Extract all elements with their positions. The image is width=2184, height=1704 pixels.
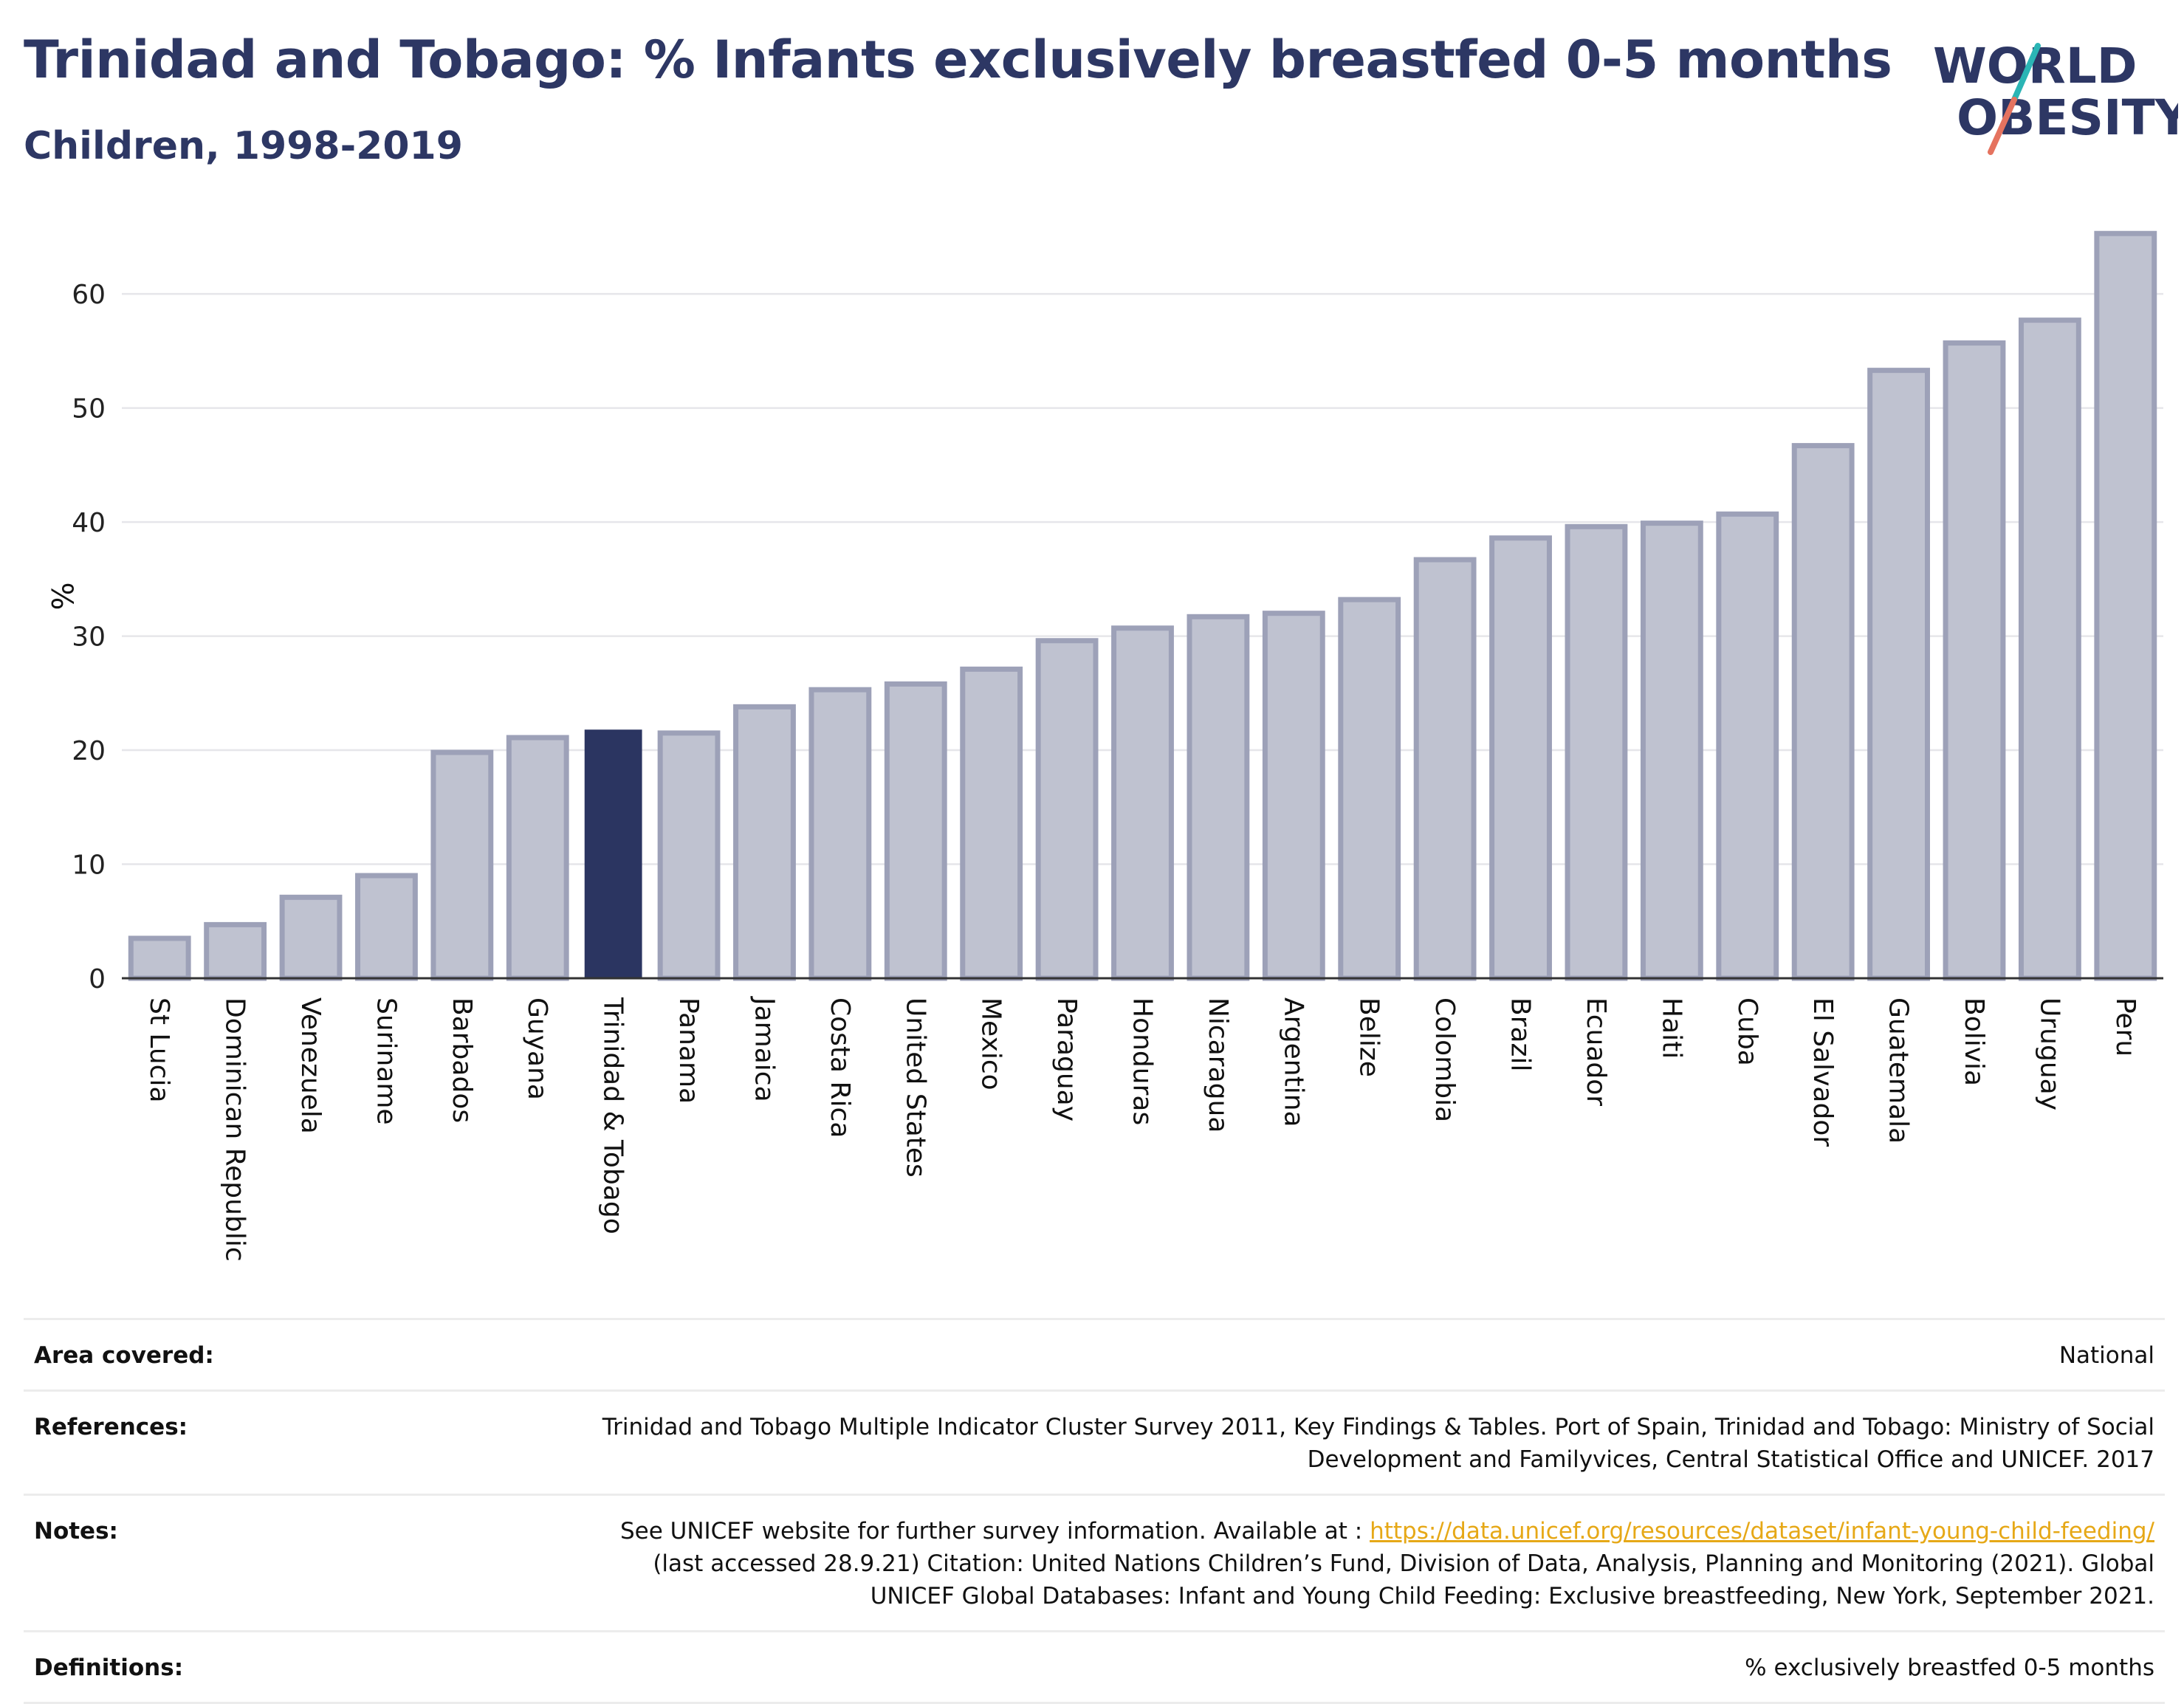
- x-tick-label: Jamaica: [749, 996, 779, 1102]
- x-tick-label: Honduras: [1127, 997, 1158, 1125]
- x-tick-label: Barbados: [447, 997, 477, 1123]
- meta-row-definitions: Definitions: % exclusively breastfed 0-5…: [24, 1630, 2165, 1704]
- bar: [355, 873, 418, 981]
- world-obesity-logo: WORLD OBESITY: [1933, 38, 2178, 155]
- bar: [1262, 611, 1325, 981]
- x-tick-label: Argentina: [1278, 997, 1308, 1127]
- area-label: Area covered:: [34, 1342, 214, 1369]
- logo-slash-coral: [1988, 97, 2017, 155]
- x-tick-label: Haiti: [1656, 997, 1686, 1059]
- meta-row-area: Area covered: National: [24, 1318, 2165, 1389]
- bar: [1413, 557, 1477, 981]
- bar: [506, 735, 569, 981]
- x-tick-label: Colombia: [1429, 997, 1460, 1122]
- y-tick-label: 40: [72, 508, 106, 538]
- chart-title: Trinidad and Tobago: % Infants exclusive…: [24, 30, 1892, 90]
- bar-highlighted: [584, 729, 642, 978]
- x-tick-label: El Salvador: [1807, 997, 1838, 1147]
- y-tick-label: 50: [72, 394, 106, 425]
- x-tick-label: Bolivia: [1959, 997, 1989, 1086]
- y-tick-label: 10: [72, 851, 106, 881]
- y-axis-ticks: 0 10 20 30 40 50 60: [72, 280, 106, 994]
- x-tick-label: Paraguay: [1051, 997, 1082, 1121]
- x-tick-label: Nicaragua: [1203, 997, 1233, 1133]
- x-tick-label: Dominican Republic: [220, 997, 250, 1262]
- y-tick-label: 0: [89, 964, 106, 994]
- notes-suffix: (last accessed 28.9.21) Citation: United…: [653, 1550, 2154, 1609]
- bar: [1565, 523, 1628, 981]
- bar: [1640, 521, 1703, 981]
- bar: [808, 687, 872, 981]
- logo-slash-teal: [2011, 43, 2041, 103]
- x-tick-label: Guyana: [522, 997, 552, 1100]
- bar: [884, 681, 947, 981]
- x-tick-label: Suriname: [371, 997, 401, 1125]
- x-tick-label: Cuba: [1732, 997, 1762, 1066]
- chart-subtitle: Children, 1998-2019: [24, 124, 463, 168]
- x-tick-label: Trinidad & Tobago: [598, 997, 628, 1234]
- bar: [733, 704, 796, 981]
- x-tick-label: Brazil: [1505, 997, 1536, 1071]
- bar: [279, 894, 343, 981]
- y-tick-label: 20: [72, 736, 106, 766]
- x-tick-label: Venezuela: [295, 997, 326, 1134]
- x-tick-label: Mexico: [976, 997, 1006, 1090]
- x-axis-labels: St Lucia Dominican Republic Venezuela Surin…: [144, 996, 2140, 1262]
- bars: [128, 230, 2157, 981]
- bar: [2094, 230, 2157, 981]
- bar: [128, 935, 191, 981]
- bar: [1187, 614, 1250, 981]
- bar: [1338, 597, 1401, 981]
- notes-value: See UNICEF website for further survey in…: [582, 1515, 2165, 1612]
- x-tick-label: Uruguay: [2034, 997, 2064, 1110]
- x-tick-label: St Lucia: [144, 997, 174, 1103]
- x-tick-label: Guatemala: [1883, 997, 1914, 1144]
- x-tick-label: Costa Rica: [825, 997, 855, 1138]
- x-tick-label: Ecuador: [1581, 997, 1611, 1106]
- x-tick-label: Belize: [1354, 997, 1384, 1077]
- meta-row-references: References: Trinidad and Tobago Multiple…: [24, 1389, 2165, 1494]
- bar: [1791, 443, 1855, 981]
- definitions-value: % exclusively breastfed 0-5 months: [1745, 1655, 2154, 1681]
- bar: [1111, 625, 1174, 981]
- bar: [960, 666, 1023, 981]
- definitions-label: Definitions:: [34, 1655, 184, 1681]
- bar: [2018, 317, 2081, 981]
- x-tick-label: Peru: [2110, 997, 2140, 1057]
- logo-word-obesity: OBESITY: [1957, 89, 2178, 146]
- y-axis-label: %: [44, 582, 78, 610]
- notes-prefix: See UNICEF website for further survey in…: [619, 1518, 1370, 1545]
- bar: [1943, 340, 2006, 981]
- bar: [1489, 535, 1552, 981]
- x-tick-label: United States: [900, 997, 930, 1178]
- bar: [430, 749, 494, 981]
- area-value: National: [2058, 1342, 2154, 1369]
- references-value: Trinidad and Tobago Multiple Indicator C…: [602, 1414, 2154, 1473]
- bar: [1867, 368, 1930, 981]
- x-tick-label: Panama: [673, 997, 704, 1104]
- bar: [204, 921, 267, 981]
- bar-chart: 0 10 20 30 40 50 60 St Lucia Dominican Republic…: [44, 230, 2163, 1262]
- bar: [657, 730, 721, 981]
- bar: [1035, 638, 1099, 981]
- references-label: References:: [34, 1414, 188, 1440]
- y-tick-label: 60: [72, 280, 106, 310]
- notes-label: Notes:: [34, 1518, 118, 1545]
- unicef-link[interactable]: https://data.unicef.org/resources/datase…: [1370, 1518, 2154, 1545]
- meta-row-notes: Notes: See UNICEF website for further su…: [24, 1494, 2165, 1630]
- y-tick-label: 30: [72, 622, 106, 653]
- metadata-table: Area covered: National References: Trini…: [24, 1318, 2165, 1704]
- bar: [1716, 511, 1779, 981]
